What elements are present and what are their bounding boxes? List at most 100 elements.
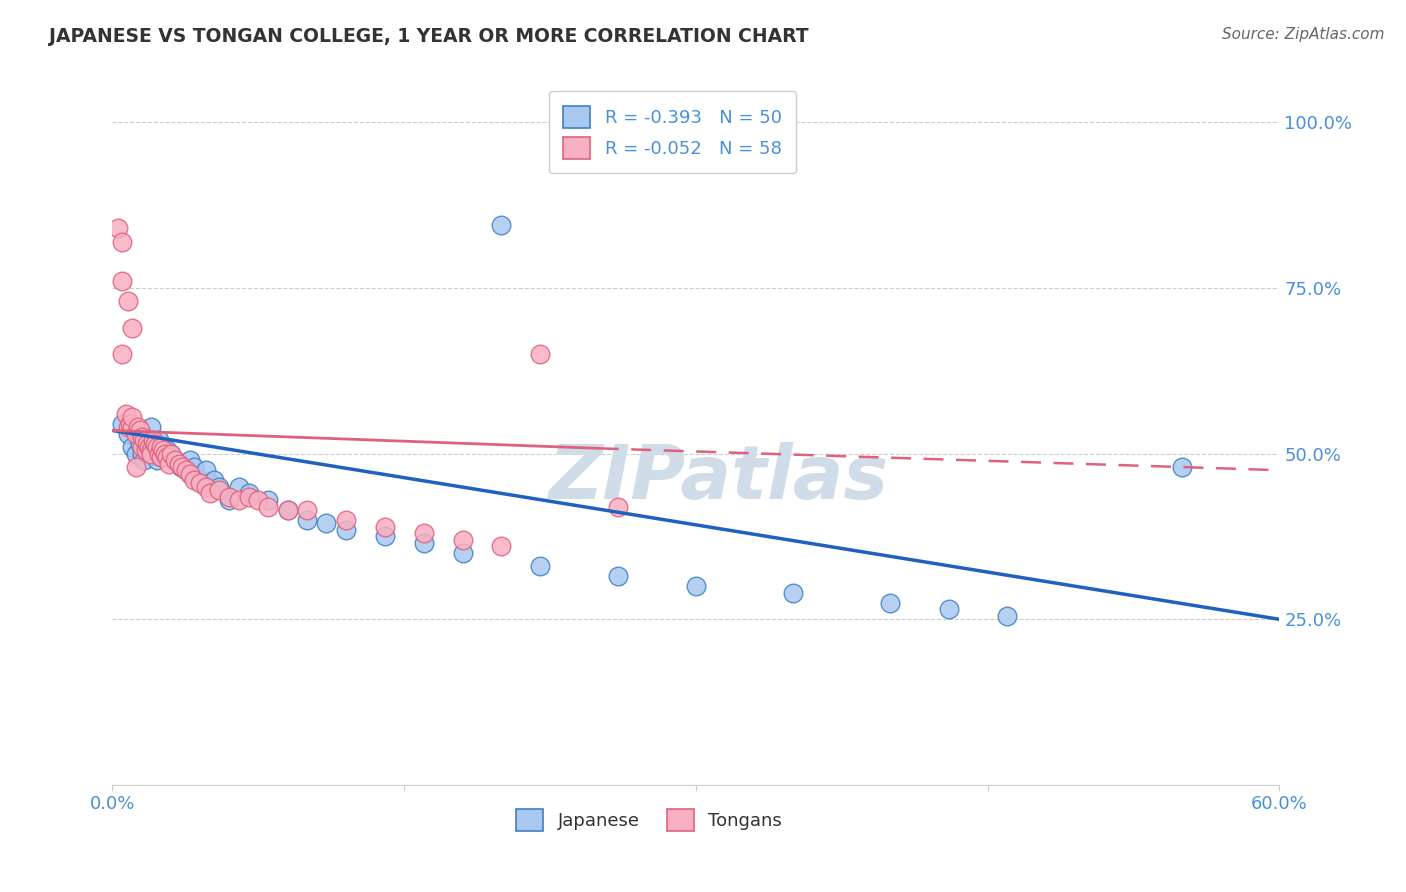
Point	[121, 440, 143, 454]
Text: Source: ZipAtlas.com: Source: ZipAtlas.com	[1222, 27, 1385, 42]
Point	[238, 486, 260, 500]
Point	[141, 443, 163, 458]
Point	[374, 519, 396, 533]
Point	[335, 523, 357, 537]
Point	[152, 443, 174, 458]
Point	[163, 453, 186, 467]
Point	[121, 320, 143, 334]
Point	[167, 457, 190, 471]
Point	[132, 453, 155, 467]
Point	[335, 513, 357, 527]
Point	[136, 440, 159, 454]
Point	[276, 503, 298, 517]
Point	[247, 493, 270, 508]
Point	[491, 540, 513, 554]
Point	[111, 417, 134, 431]
Point	[150, 440, 173, 454]
Point	[157, 457, 180, 471]
Text: ZIPatlas: ZIPatlas	[550, 442, 890, 516]
Point	[179, 467, 201, 481]
Point	[146, 453, 169, 467]
Point	[188, 476, 211, 491]
Point	[128, 436, 150, 450]
Point	[938, 602, 960, 616]
Point	[529, 347, 551, 361]
Point	[125, 426, 148, 441]
Point	[117, 420, 139, 434]
Point	[315, 516, 337, 531]
Point	[127, 420, 149, 434]
Point	[198, 486, 221, 500]
Point	[150, 450, 173, 464]
Point	[107, 221, 129, 235]
Point	[131, 440, 153, 454]
Point	[208, 480, 231, 494]
Point	[228, 493, 250, 508]
Point	[150, 440, 173, 454]
Point	[156, 450, 179, 464]
Point	[194, 463, 217, 477]
Point	[143, 436, 166, 450]
Legend: Japanese, Tongans: Japanese, Tongans	[509, 802, 789, 838]
Point	[150, 450, 173, 464]
Point	[208, 483, 231, 497]
Point	[172, 459, 194, 474]
Point	[169, 459, 191, 474]
Point	[198, 476, 221, 491]
Point	[218, 490, 240, 504]
Point	[111, 347, 134, 361]
Point	[115, 407, 138, 421]
Point	[295, 503, 318, 517]
Point	[131, 430, 153, 444]
Point	[194, 480, 217, 494]
Point	[238, 490, 260, 504]
Point	[451, 546, 474, 560]
Point	[142, 434, 165, 448]
Point	[183, 459, 205, 474]
Point	[276, 503, 298, 517]
Point	[160, 447, 183, 461]
Point	[176, 463, 198, 477]
Point	[257, 493, 280, 508]
Point	[138, 440, 160, 454]
Point	[160, 447, 183, 461]
Point	[156, 443, 179, 458]
Point	[202, 473, 225, 487]
Point	[118, 417, 141, 431]
Point	[125, 447, 148, 461]
Point	[146, 440, 169, 454]
Point	[257, 500, 280, 514]
Point	[125, 459, 148, 474]
Point	[111, 235, 134, 249]
Point	[176, 463, 198, 477]
Point	[121, 410, 143, 425]
Point	[117, 426, 139, 441]
Point	[143, 447, 166, 461]
Point	[131, 447, 153, 461]
Point	[183, 473, 205, 487]
Point	[121, 420, 143, 434]
Point	[163, 453, 186, 467]
Point	[135, 443, 157, 458]
Point	[685, 579, 707, 593]
Point	[117, 294, 139, 309]
Point	[295, 513, 318, 527]
Point	[148, 434, 170, 448]
Point	[374, 529, 396, 543]
Point	[782, 586, 804, 600]
Point	[136, 436, 159, 450]
Point	[879, 596, 901, 610]
Point	[153, 447, 176, 461]
Point	[607, 500, 630, 514]
Point	[412, 526, 434, 541]
Point	[412, 536, 434, 550]
Point	[141, 420, 163, 434]
Point	[607, 569, 630, 583]
Point	[188, 473, 211, 487]
Point	[179, 467, 201, 481]
Point	[491, 218, 513, 232]
Point	[128, 424, 150, 438]
Point	[148, 447, 170, 461]
Point	[127, 430, 149, 444]
Point	[529, 559, 551, 574]
